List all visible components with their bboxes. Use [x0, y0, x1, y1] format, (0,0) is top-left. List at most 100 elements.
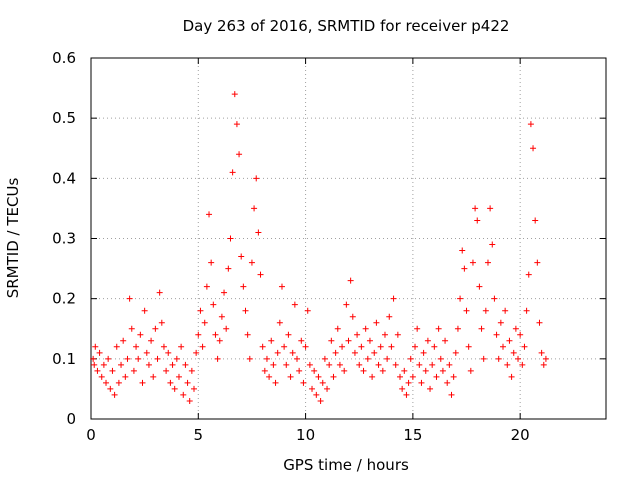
data-point — [315, 373, 322, 380]
data-point — [459, 247, 466, 254]
data-point — [188, 367, 195, 374]
data-point — [517, 331, 524, 338]
data-point — [210, 301, 217, 308]
data-point — [504, 361, 511, 368]
data-point — [111, 391, 118, 398]
data-point — [371, 349, 378, 356]
data-point — [319, 379, 326, 386]
data-point — [461, 265, 468, 272]
data-point — [184, 379, 191, 386]
data-point — [424, 337, 431, 344]
data-point — [171, 385, 178, 392]
data-point — [506, 337, 513, 344]
grid — [91, 58, 606, 419]
data-point — [446, 361, 453, 368]
data-point — [469, 259, 476, 266]
data-point — [521, 343, 528, 350]
data-point — [225, 265, 232, 272]
data-point — [412, 343, 419, 350]
data-point — [139, 379, 146, 386]
data-point — [349, 313, 356, 320]
data-point — [356, 361, 363, 368]
data-point — [484, 259, 491, 266]
data-point — [444, 379, 451, 386]
data-point — [500, 343, 506, 350]
data-point — [145, 361, 152, 368]
data-point — [379, 367, 386, 374]
data-point — [240, 283, 247, 290]
data-point — [296, 367, 303, 374]
data-point — [409, 373, 416, 380]
data-point — [227, 235, 234, 242]
data-point — [206, 211, 213, 218]
data-point — [274, 349, 281, 356]
data-point — [103, 379, 110, 386]
data-point — [276, 319, 283, 326]
data-point — [180, 391, 187, 398]
data-point — [336, 361, 343, 368]
data-point — [480, 355, 487, 362]
data-point — [474, 217, 481, 224]
data-point — [437, 355, 444, 362]
data-point — [160, 343, 167, 350]
data-point — [397, 373, 403, 380]
x-axis-label: GPS time / hours — [283, 456, 409, 474]
data-point — [107, 385, 114, 392]
data-point — [478, 325, 485, 332]
data-point — [289, 349, 296, 356]
data-point — [392, 361, 399, 368]
data-point — [435, 325, 442, 332]
data-point — [354, 331, 361, 338]
data-point — [326, 361, 333, 368]
data-point — [96, 349, 103, 356]
data-point — [115, 379, 122, 386]
data-point — [538, 349, 545, 356]
data-point — [317, 397, 324, 404]
data-point — [173, 355, 180, 362]
x-tick-label: 15 — [403, 426, 422, 444]
data-point — [118, 361, 125, 368]
data-point — [120, 337, 127, 344]
data-point — [251, 205, 258, 212]
data-point — [92, 343, 99, 350]
data-point — [403, 391, 410, 398]
data-point — [244, 331, 251, 338]
data-point — [452, 349, 459, 356]
data-point — [508, 373, 515, 380]
data-point — [339, 343, 346, 350]
data-point — [420, 349, 427, 356]
data-point — [214, 355, 221, 362]
data-point — [497, 319, 504, 326]
data-point — [216, 337, 223, 344]
data-point — [405, 379, 412, 386]
data-point — [487, 205, 494, 212]
data-point — [259, 343, 266, 350]
data-point — [261, 367, 268, 374]
data-point — [113, 343, 120, 350]
data-point — [463, 307, 470, 314]
data-point — [122, 373, 129, 380]
data-point — [373, 319, 380, 326]
data-point — [472, 205, 479, 212]
data-point — [362, 325, 369, 332]
data-point — [347, 277, 354, 284]
data-point — [309, 385, 316, 392]
data-point — [193, 349, 200, 356]
data-point — [195, 331, 202, 338]
data-point — [489, 241, 496, 248]
x-tick-label: 0 — [86, 426, 96, 444]
data-point — [291, 301, 298, 308]
data-point — [431, 343, 438, 350]
data-point — [223, 325, 230, 332]
data-point — [221, 289, 228, 296]
data-point — [186, 397, 193, 404]
data-point — [300, 379, 307, 386]
x-tick-label: 20 — [511, 426, 530, 444]
data-point — [429, 361, 436, 368]
data-point — [530, 145, 537, 152]
data-point — [94, 367, 101, 374]
data-point — [285, 331, 292, 338]
data-point — [91, 361, 98, 368]
data-point — [527, 121, 534, 128]
